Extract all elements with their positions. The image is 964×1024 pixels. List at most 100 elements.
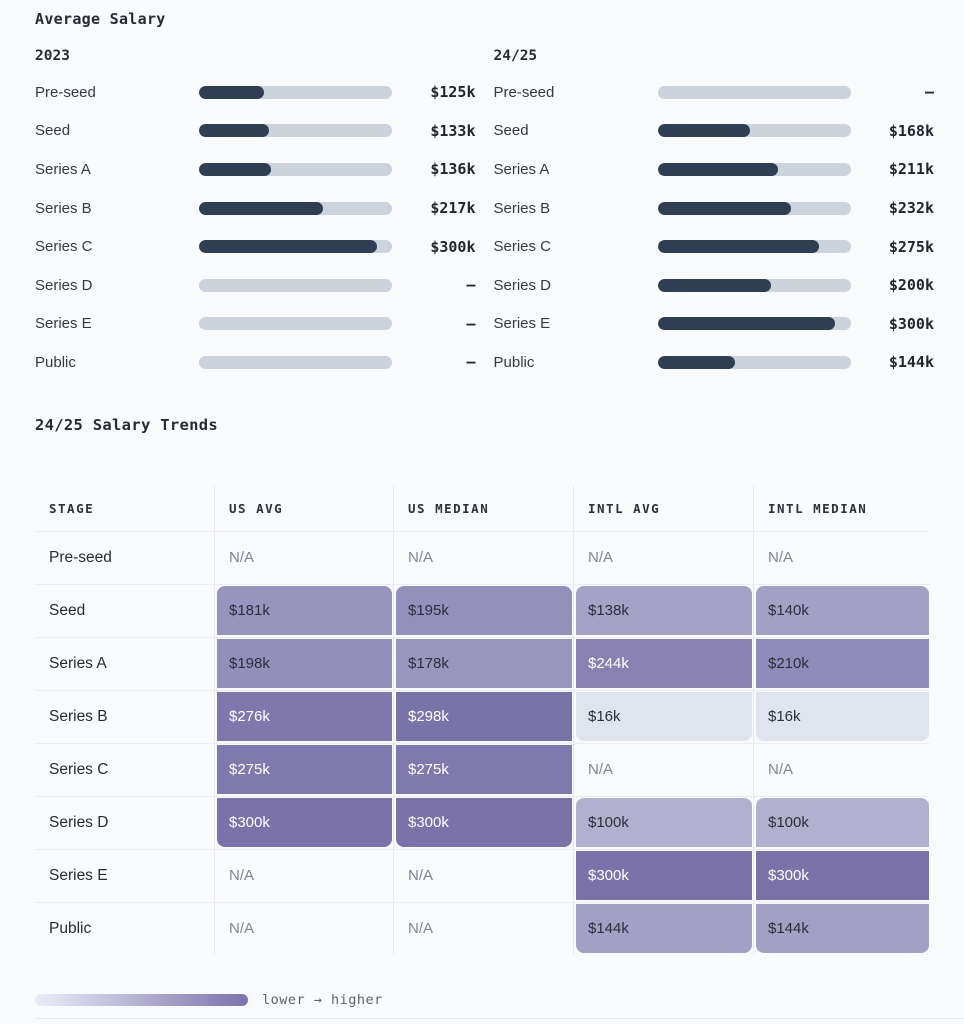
na-value: N/A xyxy=(229,867,255,885)
bar-fill xyxy=(657,124,751,138)
heatmap-cell: $276k xyxy=(216,692,392,742)
bar-value: $217k xyxy=(430,199,476,218)
bar-track xyxy=(199,355,392,369)
heatmap-cell: $178k xyxy=(395,639,572,689)
bar-category-label: Series D xyxy=(493,276,552,294)
bar-track xyxy=(657,85,851,99)
bar-fill xyxy=(199,85,264,99)
bar-row: Series A $136k xyxy=(35,150,476,189)
column-header: INTL AVG xyxy=(573,485,753,531)
bar-fill xyxy=(657,278,771,292)
bar-fill xyxy=(657,317,836,331)
column-header: STAGE xyxy=(49,500,95,516)
heatmap-cell: $138k xyxy=(575,586,752,636)
chart-24-25: 24/25 Pre-seed – Seed $168k Series A $211k Ser… xyxy=(494,48,935,382)
na-value: N/A xyxy=(588,549,614,567)
average-salary-charts: 2023 Pre-seed $125k Seed $133k Series A $136k… xyxy=(35,48,934,382)
heatmap-cell: $275k xyxy=(216,745,392,795)
legend-gradient-bar xyxy=(35,993,248,1006)
heatmap-cell: $16k xyxy=(755,692,929,742)
bar-category-label: Seed xyxy=(493,122,529,140)
bar-fill xyxy=(657,355,735,369)
heatmap-cell: $300k xyxy=(216,798,392,848)
value-cell: $16k xyxy=(753,690,930,743)
heatmap-cell: $144k xyxy=(755,904,929,954)
bar-category-label: Series A xyxy=(35,160,91,178)
bar-row: Series C $275k xyxy=(494,227,935,266)
heatmap-cell: $300k xyxy=(395,798,572,848)
na-value: N/A xyxy=(408,549,434,567)
bar-track xyxy=(657,124,851,138)
value-cell: $210k xyxy=(753,637,930,690)
heatmap-cell: $100k xyxy=(575,798,752,848)
value-cell: N/A xyxy=(753,531,930,584)
bar-category-label: Pre-seed xyxy=(493,83,555,101)
bar-row: Seed $168k xyxy=(494,112,935,151)
table-row: Series E N/A N/A $300k $300k xyxy=(35,848,930,902)
bar-row: Pre-seed $125k xyxy=(35,73,476,112)
bar-value: $300k xyxy=(888,314,934,333)
table-row: Pre-seed N/A N/A N/A N/A xyxy=(35,530,930,584)
bar-row: Public – xyxy=(35,343,476,382)
bar-track xyxy=(657,162,851,176)
bar-value: $133k xyxy=(430,121,476,140)
column-header: US AVG xyxy=(214,485,393,531)
value-cell: $300k xyxy=(753,849,930,902)
section-title-salary-trends: 24/25 Salary Trends xyxy=(35,415,219,434)
column-header: INTL MEDIAN xyxy=(753,485,930,531)
bar-category-label: Series C xyxy=(493,238,552,256)
value-cell: N/A xyxy=(393,531,573,584)
heatmap-cell: $300k xyxy=(755,851,929,901)
bar-value: $144k xyxy=(888,353,934,372)
heatmap-cell: $144k xyxy=(575,904,752,954)
bar-category-label: Series B xyxy=(35,199,92,217)
bar-track xyxy=(199,162,392,176)
table-row: Series A $198k $178k $244k $210k xyxy=(35,636,930,690)
bar-fill xyxy=(199,201,324,215)
na-value: N/A xyxy=(408,920,434,938)
stage-cell: Series C xyxy=(49,760,109,778)
na-value: N/A xyxy=(588,761,614,779)
bar-value: – xyxy=(466,276,476,295)
stage-cell: Public xyxy=(49,919,92,937)
bar-row: Series B $217k xyxy=(35,189,476,228)
bar-fill xyxy=(657,201,792,215)
stage-cell: Series B xyxy=(49,707,108,725)
bar-row: Series C $300k xyxy=(35,227,476,266)
section-title-average-salary: Average Salary xyxy=(35,10,166,28)
na-value: N/A xyxy=(768,761,794,779)
bar-fill xyxy=(199,240,377,254)
value-cell: N/A xyxy=(214,849,393,902)
chart-2023: 2023 Pre-seed $125k Seed $133k Series A $136k… xyxy=(35,48,476,382)
heatmap-cell: $198k xyxy=(216,639,392,689)
bar-value: $232k xyxy=(888,199,934,218)
bar-category-label: Series D xyxy=(35,276,93,294)
table-row: Series D $300k $300k $100k $100k xyxy=(35,795,930,849)
bar-value: $168k xyxy=(888,121,934,140)
bar-track xyxy=(199,317,392,331)
value-cell: $178k xyxy=(393,637,573,690)
value-cell: $100k xyxy=(573,796,753,849)
bar-value: – xyxy=(466,314,476,333)
heatmap-cell: $16k xyxy=(575,692,752,742)
heatmap-cell: $181k xyxy=(216,586,392,636)
value-cell: $16k xyxy=(573,690,753,743)
bar-track xyxy=(199,124,392,138)
bar-fill xyxy=(657,162,778,176)
value-cell: $276k xyxy=(214,690,393,743)
bar-fill xyxy=(199,124,270,138)
value-cell: $300k xyxy=(214,796,393,849)
value-cell: N/A xyxy=(393,902,573,955)
value-cell: N/A xyxy=(214,902,393,955)
heatmap-cell: $210k xyxy=(755,639,929,689)
bar-fill xyxy=(657,240,819,254)
bar-value: $136k xyxy=(430,160,476,179)
stage-cell: Series E xyxy=(49,866,108,884)
na-value: N/A xyxy=(768,549,794,567)
column-header: US MEDIAN xyxy=(393,485,573,531)
chart-title-2023: 2023 xyxy=(35,48,70,64)
value-cell: $275k xyxy=(393,743,573,796)
table-header-row: STAGE US AVG US MEDIAN INTL AVG INTL MEDIAN xyxy=(35,485,930,531)
heatmap-cell: $244k xyxy=(575,639,752,689)
bar-row: Series B $232k xyxy=(494,189,935,228)
